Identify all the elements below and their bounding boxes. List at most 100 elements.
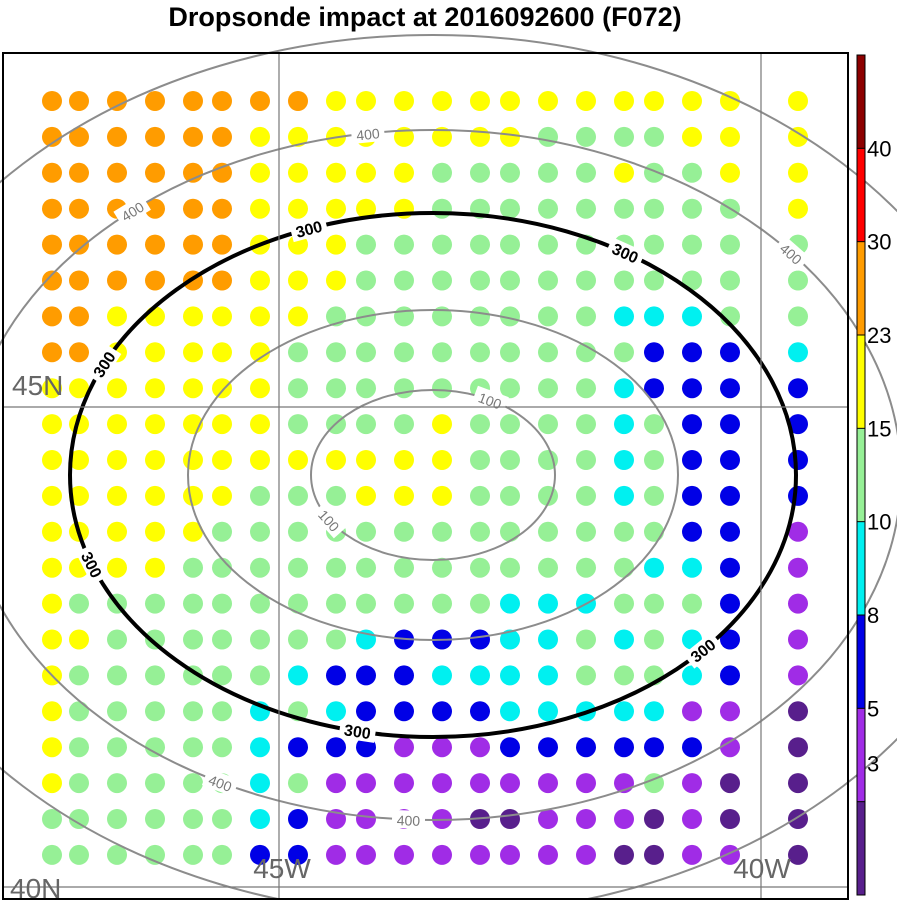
impact-dot: [470, 485, 490, 506]
impact-dot: [288, 773, 308, 794]
colorbar-segment: [857, 521, 865, 615]
impact-dot: [250, 450, 270, 470]
impact-dot: [394, 593, 414, 614]
impact-dot: [212, 557, 232, 578]
impact-dot: [107, 557, 127, 578]
impact-dot: [212, 342, 232, 363]
impact-dot: [644, 450, 664, 470]
impact-dot: [212, 234, 232, 255]
impact-dot: [500, 270, 520, 291]
impact-dot: [42, 521, 62, 542]
colorbar-segment: [857, 148, 865, 242]
impact-dot: [394, 844, 414, 865]
impact-dot: [644, 162, 664, 183]
impact-dot: [69, 450, 89, 470]
impact-dot: [682, 485, 702, 506]
impact-dot: [720, 629, 740, 650]
impact-dot: [500, 378, 520, 399]
impact-dot: [394, 450, 414, 470]
impact-dot: [356, 665, 376, 686]
impact-dot: [183, 450, 203, 470]
impact-dot: [500, 557, 520, 578]
impact-dot: [576, 485, 596, 506]
impact-dot: [145, 701, 165, 722]
impact-dot: [470, 91, 490, 111]
impact-dot: [788, 162, 808, 183]
impact-dot: [576, 342, 596, 363]
impact-dot: [614, 378, 634, 399]
impact-dot: [145, 306, 165, 327]
impact-dot: [644, 485, 664, 506]
impact-dot: [788, 450, 808, 470]
impact-dot: [183, 844, 203, 865]
impact-dot: [788, 270, 808, 291]
impact-dot: [470, 414, 490, 435]
impact-dot: [394, 306, 414, 327]
impact-dot: [614, 737, 634, 758]
impact-dot: [145, 342, 165, 363]
impact-dot: [538, 737, 558, 758]
impact-dot: [250, 126, 270, 147]
colorbar-tick-label: 3: [867, 752, 879, 777]
impact-dot: [250, 844, 270, 865]
impact-dot: [356, 809, 376, 829]
impact-dot: [183, 593, 203, 614]
impact-dot: [614, 162, 634, 183]
impact-dot: [326, 91, 346, 111]
impact-dot: [720, 485, 740, 506]
impact-dot: [107, 234, 127, 255]
impact-dot: [326, 773, 346, 794]
impact-dot: [682, 234, 702, 255]
grid-label-45n: 45N: [12, 370, 63, 401]
impact-dot: [720, 701, 740, 722]
impact-dot: [500, 701, 520, 722]
impact-dot: [720, 737, 740, 758]
impact-dot: [145, 234, 165, 255]
impact-dot: [212, 485, 232, 506]
contour-label: 300: [294, 219, 324, 242]
impact-dot: [183, 773, 203, 794]
impact-dot: [69, 91, 89, 111]
impact-dot: [250, 809, 270, 829]
impact-dot: [432, 557, 452, 578]
impact-dot: [644, 737, 664, 758]
impact-dot: [145, 450, 165, 470]
impact-dot: [356, 162, 376, 183]
impact-dot: [250, 629, 270, 650]
impact-dot: [470, 701, 490, 722]
impact-dot: [614, 521, 634, 542]
impact-dot: [720, 521, 740, 542]
impact-dot: [326, 270, 346, 291]
impact-dot: [788, 737, 808, 758]
impact-dot: [394, 773, 414, 794]
impact-dot: [682, 342, 702, 363]
impact-dot: [788, 378, 808, 399]
impact-dot: [500, 342, 520, 363]
impact-dot: [145, 162, 165, 183]
impact-dot: [107, 162, 127, 183]
impact-dot: [356, 91, 376, 111]
impact-dot: [538, 593, 558, 614]
impact-dot: [470, 844, 490, 865]
impact-dot: [394, 521, 414, 542]
impact-dot: [356, 450, 376, 470]
impact-dot: [212, 378, 232, 399]
impact-dot: [42, 342, 62, 363]
impact-dot: [644, 91, 664, 111]
impact-dot: [288, 809, 308, 829]
impact-dot: [500, 162, 520, 183]
impact-dot: [107, 450, 127, 470]
impact-dot: [576, 844, 596, 865]
impact-dot: [326, 557, 346, 578]
colorbar-segment: [857, 801, 865, 895]
impact-dot: [356, 270, 376, 291]
impact-dot: [145, 521, 165, 542]
impact-dot: [212, 809, 232, 829]
impact-dot: [500, 306, 520, 327]
impact-dot: [183, 701, 203, 722]
impact-dot: [42, 306, 62, 327]
impact-dot: [212, 665, 232, 686]
impact-dot: [107, 270, 127, 291]
impact-dot: [326, 737, 346, 758]
impact-dot: [576, 629, 596, 650]
